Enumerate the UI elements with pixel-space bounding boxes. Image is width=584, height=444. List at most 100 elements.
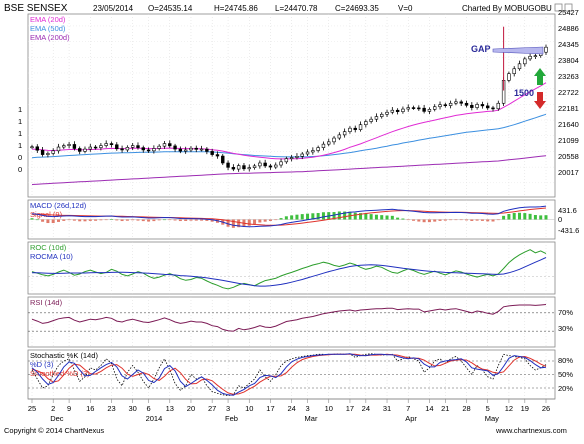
- price-y-axis: 25427 24886 24345 23804 23263 22722 2218…: [558, 8, 579, 177]
- macd-histogram-bar: [470, 219, 474, 221]
- macd-histogram-bar: [30, 218, 34, 220]
- candle: [380, 112, 384, 119]
- candle: [470, 102, 474, 111]
- macd-tick: -431.6: [558, 226, 579, 235]
- x-month-label: Apr: [405, 414, 417, 423]
- candle: [231, 164, 236, 172]
- x-tick-label: 10: [325, 404, 333, 413]
- macd-histogram-bar: [502, 215, 506, 220]
- candle: [544, 44, 548, 55]
- candle-body: [464, 102, 469, 106]
- candle: [67, 141, 71, 149]
- candle: [221, 154, 225, 166]
- candle: [109, 141, 114, 148]
- candle-body: [448, 102, 453, 106]
- candle: [401, 106, 405, 114]
- x-tick-label: 30: [129, 404, 137, 413]
- candle: [496, 100, 501, 111]
- candle-body: [528, 55, 532, 60]
- footer-copyright: Copyright © 2014 ChartNexus: [4, 426, 104, 435]
- close-icon[interactable]: [564, 3, 573, 12]
- candle-body: [337, 134, 342, 139]
- candle: [316, 145, 320, 153]
- macd-histogram-bar: [496, 219, 500, 221]
- candle-body: [358, 124, 363, 130]
- price-tick: 21099: [558, 136, 579, 145]
- candle-body: [130, 145, 135, 148]
- candle: [342, 128, 347, 138]
- macd-histogram-bar: [78, 219, 82, 222]
- macd-histogram-bar: [274, 219, 278, 221]
- candle: [46, 151, 50, 158]
- legend-roc: ROC (10d): [30, 243, 67, 252]
- legend-macd: MACD (26d,12d): [30, 201, 87, 210]
- price-tick: 20017: [558, 168, 579, 177]
- macd-histogram-bar: [406, 219, 410, 221]
- candle-body: [88, 146, 92, 150]
- price-tick: 24886: [558, 24, 579, 33]
- candle-body: [141, 147, 145, 151]
- candle-body: [247, 167, 251, 170]
- price-tick: 21640: [558, 120, 579, 129]
- x-tick-label: 28: [462, 404, 470, 413]
- minimize-icon[interactable]: [554, 3, 563, 12]
- candle-body: [152, 148, 156, 152]
- stoch-tick: 80%: [558, 356, 573, 365]
- candle: [448, 100, 453, 109]
- macd-histogram-bar: [422, 219, 426, 223]
- macd-histogram-bar: [343, 211, 347, 220]
- candle-body: [194, 147, 198, 150]
- candle-body: [300, 153, 304, 157]
- candle: [51, 148, 55, 156]
- candle: [523, 56, 527, 67]
- candle-body: [422, 107, 426, 112]
- macd-histogram-bar: [433, 219, 437, 222]
- macd-line: [31, 205, 547, 228]
- candle: [77, 146, 82, 155]
- macd-histogram-bar: [115, 219, 119, 221]
- candle: [120, 145, 124, 153]
- candle: [454, 98, 458, 106]
- candle-body: [99, 145, 103, 148]
- macd-histogram-bar: [533, 215, 537, 220]
- grid-layer: [31, 14, 547, 399]
- stoch-smoothed-line: [31, 353, 547, 395]
- x-tick-label: 31: [383, 404, 391, 413]
- x-tick-label: 14: [425, 404, 433, 413]
- candle-body: [120, 148, 124, 151]
- macd-histogram-bar: [88, 219, 92, 221]
- candle: [104, 140, 108, 148]
- macd-histogram-bar: [125, 219, 129, 221]
- price-tick: 23804: [558, 56, 579, 65]
- candle: [348, 126, 352, 134]
- candle-body: [459, 101, 463, 104]
- macd-histogram-bar: [306, 213, 310, 220]
- macd-histogram-bar: [359, 213, 363, 220]
- legend-ema50: EMA (50d): [30, 24, 66, 33]
- candle: [93, 145, 98, 150]
- candle-body: [369, 118, 373, 122]
- candle-body: [173, 145, 177, 150]
- macd-histogram-bar: [374, 214, 378, 220]
- x-tick-label: 13: [166, 404, 174, 413]
- macd-histogram-bar: [168, 219, 172, 221]
- candle-body: [544, 46, 548, 53]
- x-tick-label: 9: [67, 404, 71, 413]
- macd-tick: 431.6: [558, 206, 577, 215]
- candle-body: [168, 143, 172, 147]
- candle-body: [109, 143, 114, 146]
- candle-body: [496, 102, 501, 110]
- macd-histogram-bar: [189, 219, 193, 221]
- candle: [395, 108, 400, 115]
- macd-histogram-bar: [332, 212, 336, 220]
- window-controls: [554, 3, 573, 12]
- gap-arrow-icon: [492, 46, 544, 55]
- footer-site[interactable]: www.chartnexus.com: [495, 426, 567, 435]
- macd-histogram-bar: [205, 219, 209, 221]
- chart-open: O=24535.14: [148, 4, 193, 13]
- candle: [157, 144, 161, 151]
- candle: [194, 145, 198, 153]
- candle-body: [454, 101, 458, 104]
- macd-histogram-bar: [258, 219, 262, 223]
- candle: [173, 143, 177, 152]
